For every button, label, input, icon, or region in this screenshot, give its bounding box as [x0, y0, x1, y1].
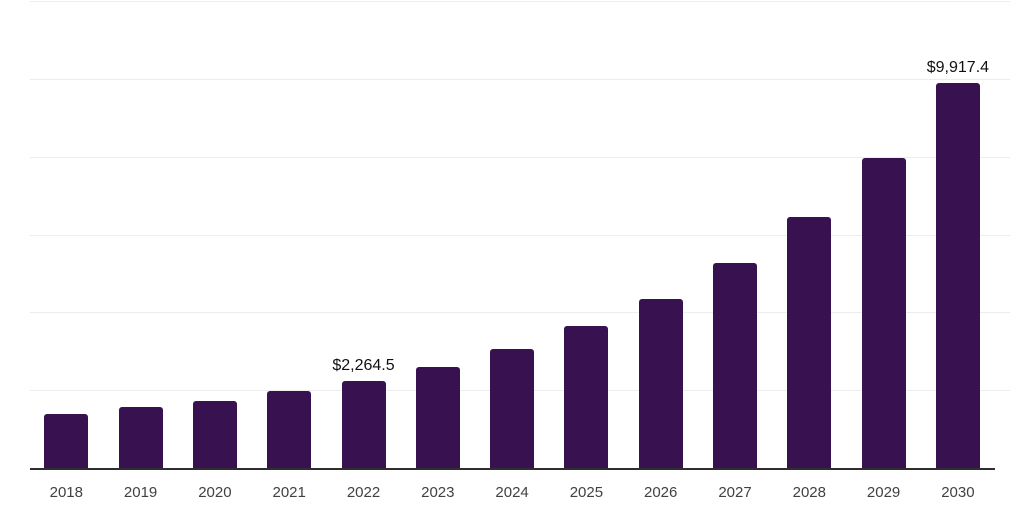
bar-2029: [861, 158, 906, 469]
gridline: [30, 312, 1010, 314]
x-axis-line: [30, 468, 995, 470]
x-tick-label-2026: 2026: [644, 484, 678, 501]
x-tick-label-2028: 2028: [792, 484, 826, 501]
x-tick-label-2024: 2024: [495, 484, 529, 501]
x-tick-label-2030: 2030: [941, 484, 975, 501]
x-tick-label-2023: 2023: [421, 484, 455, 501]
data-label-2030: $9,917.4: [926, 59, 990, 76]
x-tick-label-2025: 2025: [569, 484, 604, 501]
bar-2018: [44, 414, 89, 469]
gridline: [30, 234, 1010, 236]
bar-2025: [564, 326, 609, 469]
bar-2024: [490, 349, 535, 469]
x-tick-label-2018: 2018: [49, 484, 83, 501]
x-tick-label-2029: 2029: [866, 484, 901, 501]
x-tick-label-2027: 2027: [718, 484, 752, 501]
bar-2026: [638, 299, 683, 469]
bar-2020: [192, 401, 237, 469]
bar-2028: [787, 217, 832, 469]
gridline: [30, 78, 1010, 80]
x-tick-label-2019: 2019: [123, 484, 158, 501]
bar-2027: [713, 263, 757, 469]
gridline: [30, 1, 1010, 2]
bar-2030: [935, 83, 980, 469]
bar-2021: [267, 391, 312, 469]
data-label-2022: $2,264.5: [332, 357, 395, 374]
x-tick-label-2022: 2022: [346, 484, 381, 501]
bar-2019: [118, 407, 163, 469]
bar-2022: [341, 381, 386, 469]
gridline: [30, 156, 1010, 158]
bar-2023: [415, 367, 460, 469]
x-tick-label-2021: 2021: [272, 484, 306, 501]
x-tick-label-2020: 2020: [198, 484, 232, 501]
